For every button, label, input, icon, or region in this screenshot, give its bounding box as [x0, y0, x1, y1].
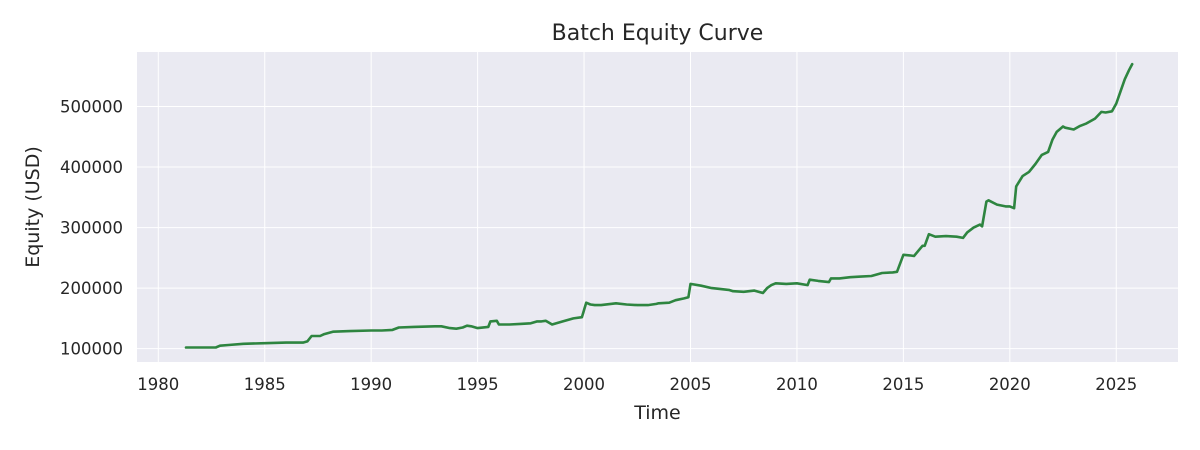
plot-background: [137, 52, 1178, 362]
y-tick-label: 100000: [60, 340, 123, 359]
x-tick-label: 1980: [137, 375, 179, 394]
chart-title: Batch Equity Curve: [552, 21, 764, 46]
x-tick-label: 2010: [776, 375, 818, 394]
y-tick-label: 200000: [60, 279, 123, 298]
y-tick-label: 300000: [60, 219, 123, 238]
x-tick-label: 2015: [882, 375, 924, 394]
x-tick-label: 1995: [457, 375, 499, 394]
x-tick-label: 1990: [350, 375, 392, 394]
equity-series-line: [184, 62, 1134, 349]
y-tick-label: 500000: [60, 97, 123, 116]
x-tick-label: 2000: [563, 375, 605, 394]
series-group: [184, 62, 1134, 349]
grid-lines: [137, 52, 1178, 362]
tick-labels: 1980 1985 1990 1995 2000 2005 2010 2015 2020 2025…: [60, 97, 1137, 394]
y-axis-label: Equity (USD): [22, 146, 44, 268]
x-tick-label: 2025: [1095, 375, 1137, 394]
x-tick-label: 2020: [989, 375, 1031, 394]
x-tick-label: 1985: [244, 375, 286, 394]
x-tick-label: 2005: [669, 375, 711, 394]
y-tick-label: 400000: [60, 158, 123, 177]
x-axis-label: Time: [633, 402, 681, 424]
